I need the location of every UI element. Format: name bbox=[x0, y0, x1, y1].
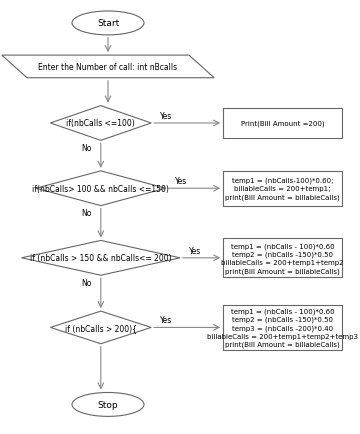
Text: if(nbCalls <=100): if(nbCalls <=100) bbox=[67, 119, 135, 128]
Text: temp1 = (nbCalls-100)*0.60;
billableCalls = 200+temp1;
print(Bill Amount = billa: temp1 = (nbCalls-100)*0.60; billableCall… bbox=[225, 178, 340, 200]
Text: temp1 = (nbCalls - 100)*0.60
temp2 = (nbCalls -150)*0.50
temp3 = (nbCalls -200)*: temp1 = (nbCalls - 100)*0.60 temp2 = (nb… bbox=[207, 308, 358, 348]
Bar bbox=[223, 171, 342, 206]
Polygon shape bbox=[50, 312, 151, 344]
Text: Stop: Stop bbox=[98, 400, 118, 409]
Ellipse shape bbox=[72, 12, 144, 36]
Text: Start: Start bbox=[97, 20, 119, 28]
Text: Yes: Yes bbox=[160, 316, 172, 325]
Text: No: No bbox=[81, 144, 91, 153]
Ellipse shape bbox=[72, 392, 144, 417]
Text: temp1 = (nbCalls - 100)*0.60
temp2 = (nbCalls -150)*0.50
billableCalls = 200+tem: temp1 = (nbCalls - 100)*0.60 temp2 = (nb… bbox=[221, 243, 344, 274]
Text: Print(Bill Amount =200): Print(Bill Amount =200) bbox=[241, 121, 324, 127]
Bar bbox=[223, 239, 342, 278]
Text: Yes: Yes bbox=[175, 177, 187, 186]
Text: Yes: Yes bbox=[189, 246, 201, 255]
Bar bbox=[223, 109, 342, 138]
Polygon shape bbox=[50, 106, 151, 141]
Text: Enter the Number of call: int nBcalls: Enter the Number of call: int nBcalls bbox=[39, 63, 177, 72]
Text: if (nbCalls > 200){: if (nbCalls > 200){ bbox=[65, 323, 137, 332]
Text: if(nbCalls> 100 && nbCalls <=150): if(nbCalls> 100 && nbCalls <=150) bbox=[32, 184, 169, 193]
Polygon shape bbox=[2, 56, 214, 79]
Text: No: No bbox=[81, 209, 91, 218]
Text: if (nbCalls > 150 && nbCalls<= 200): if (nbCalls > 150 && nbCalls<= 200) bbox=[30, 254, 172, 263]
Bar bbox=[223, 305, 342, 351]
Text: No: No bbox=[81, 278, 91, 287]
Text: Yes: Yes bbox=[160, 112, 172, 121]
Polygon shape bbox=[36, 171, 166, 206]
Polygon shape bbox=[22, 241, 180, 276]
